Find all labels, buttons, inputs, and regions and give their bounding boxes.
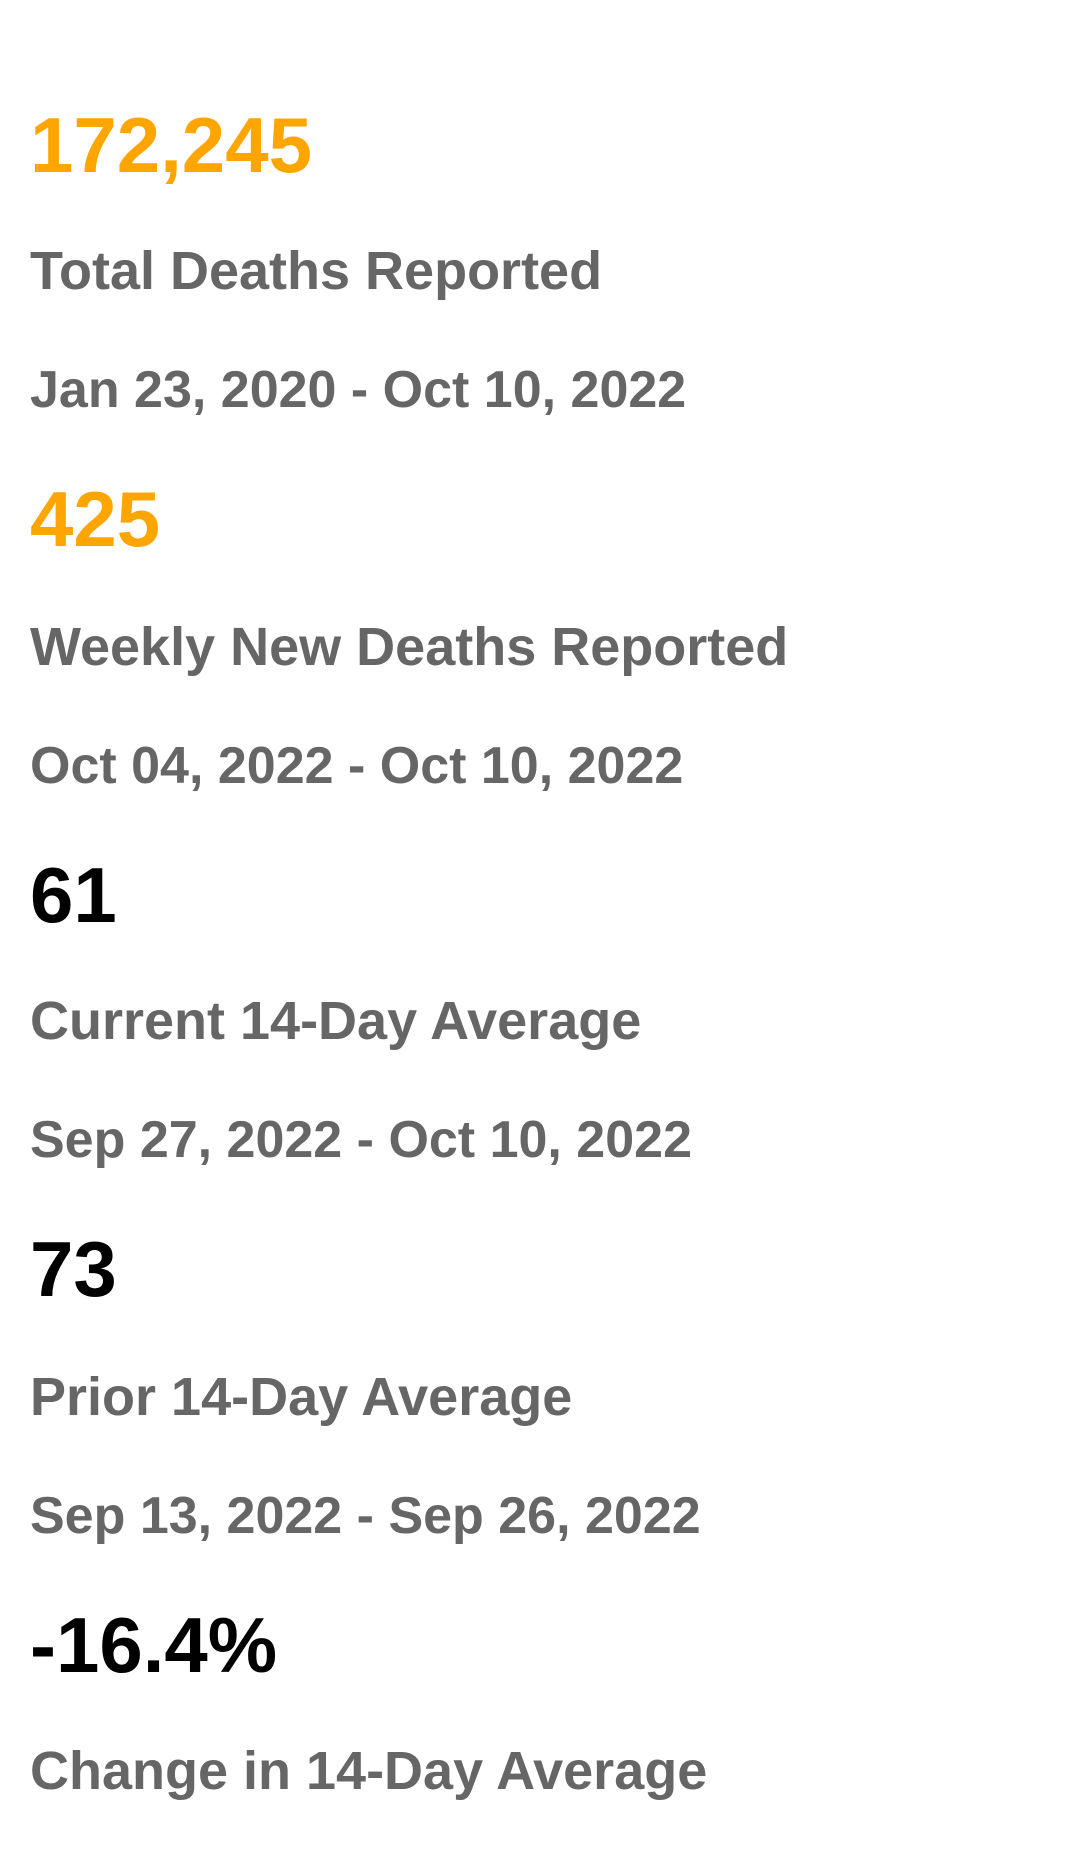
weekly-deaths-label: Weekly New Deaths Reported	[30, 617, 789, 677]
prior-average-value: 73	[30, 1225, 117, 1313]
current-average-label: Current 14-Day Average	[30, 991, 642, 1051]
total-deaths-range: Jan 23, 2020 - Oct 10, 2022	[30, 361, 687, 419]
change-average-value: -16.4%	[30, 1601, 278, 1689]
weekly-deaths-range: Oct 04, 2022 - Oct 10, 2022	[30, 737, 684, 795]
change-average-label: Change in 14-Day Average	[30, 1741, 708, 1801]
total-deaths-label: Total Deaths Reported	[30, 241, 603, 301]
weekly-deaths-value: 425	[30, 475, 161, 563]
current-average-value: 61	[30, 851, 117, 939]
current-average-range: Sep 27, 2022 - Oct 10, 2022	[30, 1111, 692, 1169]
total-deaths-value: 172,245	[30, 101, 312, 189]
prior-average-range: Sep 13, 2022 - Sep 26, 2022	[30, 1487, 701, 1545]
prior-average-label: Prior 14-Day Average	[30, 1367, 573, 1427]
